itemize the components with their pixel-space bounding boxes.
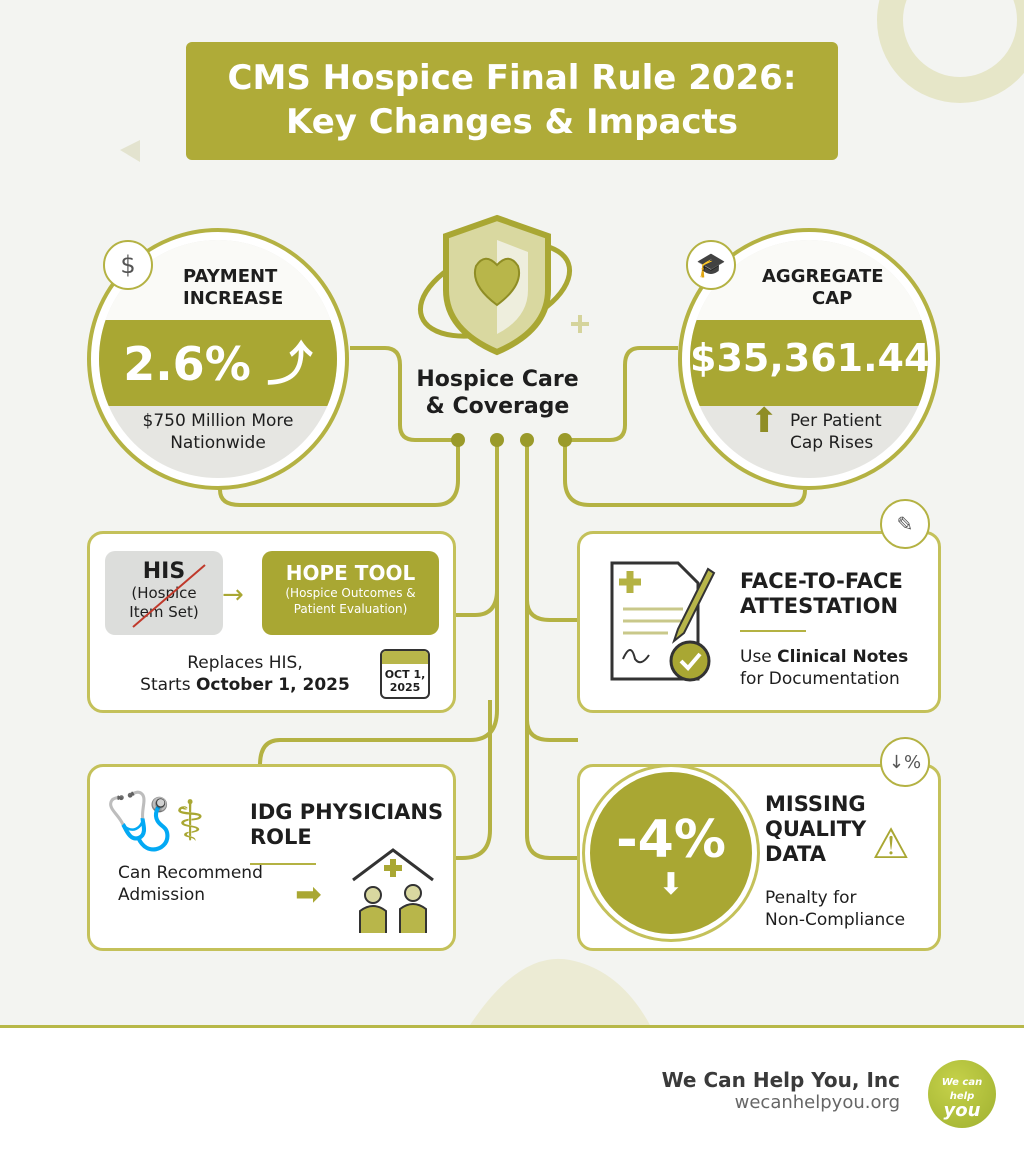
arrow-down-icon: ⬇ xyxy=(658,867,684,902)
website-link[interactable]: wecanhelpyou.org xyxy=(734,1092,900,1113)
connector-lines xyxy=(120,0,1024,1025)
document-edit-icon: ✎ xyxy=(880,499,930,549)
arrow-right-icon: → xyxy=(222,580,244,610)
company-logo: We can help you xyxy=(928,1060,996,1128)
arrow-up-icon: ⬆ xyxy=(750,401,779,441)
warning-icon: ⚠ xyxy=(872,819,910,868)
calendar-icon: OCT 1, 2025 xyxy=(380,649,430,699)
center-label: Hospice Care & Coverage xyxy=(416,367,579,419)
company-name: We Can Help You, Inc xyxy=(661,1068,900,1092)
divider xyxy=(250,863,316,865)
his-box: HIS (Hospice Item Set) xyxy=(105,551,223,635)
face-to-face-card: ✎ FACE-TO-FACE ATTESTATION Use Clinical N… xyxy=(577,499,941,713)
shield-heart-icon xyxy=(417,214,573,356)
footer: We Can Help You, Inc wecanhelpyou.org We… xyxy=(0,1025,1024,1154)
idg-physicians-card: 🩺⚕ IDG PHYSICIANS ROLE Can Recommend Admis… xyxy=(87,764,456,951)
hope-tool-card: HIS (Hospice Item Set) → HOPE TOOL (Hospi… xyxy=(87,531,456,713)
strike-line xyxy=(132,564,206,628)
missing-quality-card: -4% ⬇ ↓% MISSING QUALITY DATA ⚠ Penalty fo… xyxy=(577,737,941,951)
arrow-up-icon: ⤴ xyxy=(266,337,313,391)
page-title: CMS Hospice Final Rule 2026: Key Changes… xyxy=(186,42,838,160)
percent-down-icon: ↓% xyxy=(880,737,930,787)
graduation-cap-icon: 🎓 xyxy=(686,240,736,290)
penalty-circle: -4% ⬇ xyxy=(585,767,757,939)
doctor-caduceus-icon: 🩺⚕ xyxy=(105,789,206,854)
cap-value: $35,361.44 xyxy=(690,336,928,380)
payment-value: 2.6% ⤴ xyxy=(123,337,313,391)
document-signature-icon xyxy=(610,561,716,682)
arrow-right-icon: ➡ xyxy=(295,875,322,913)
divider xyxy=(740,630,806,632)
hope-box: HOPE TOOL (Hospice Outcomes & Patient Eva… xyxy=(262,551,439,635)
dollar-up-icon: $ xyxy=(103,240,153,290)
home-care-icon xyxy=(352,848,434,933)
